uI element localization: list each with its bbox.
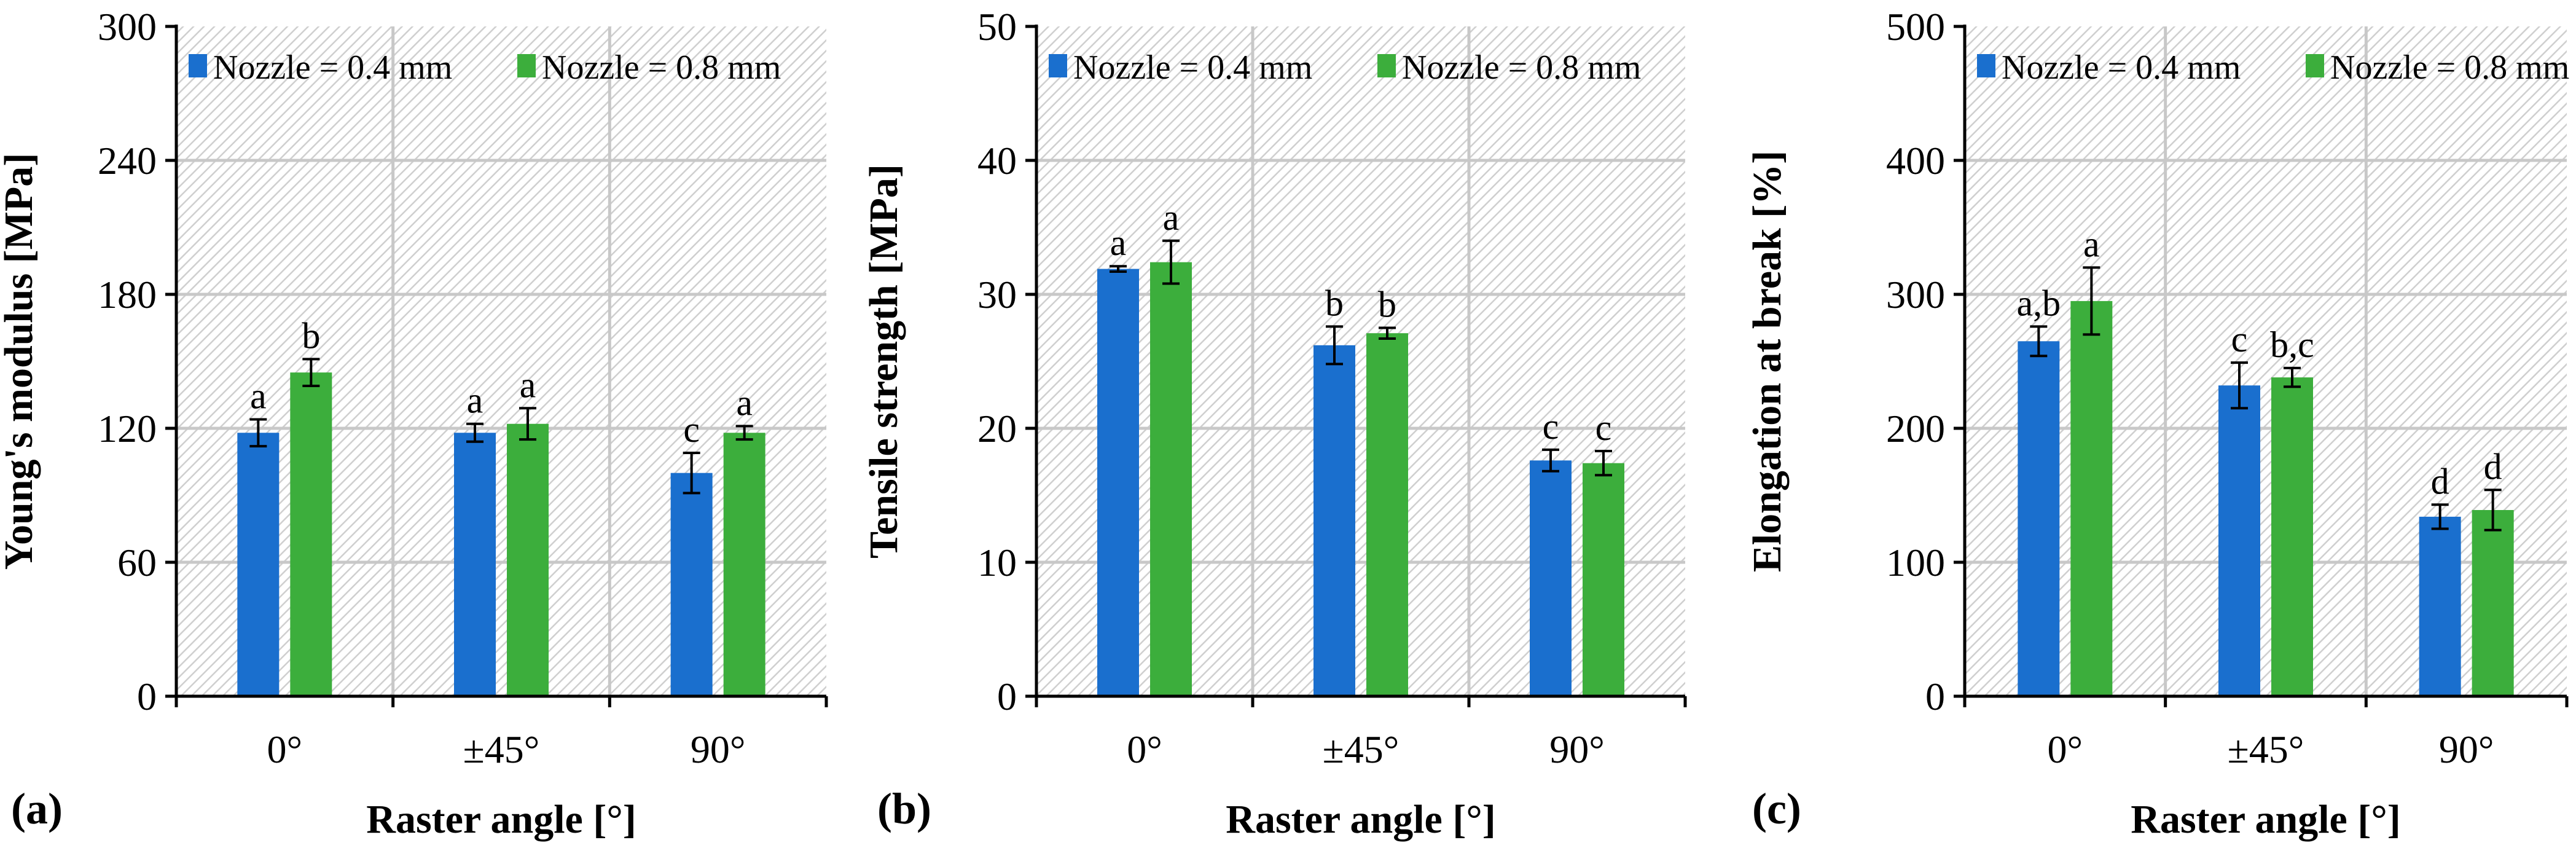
panel-label: (a) [11,784,63,833]
significance-letter: b,c [2270,324,2314,365]
bar-nozzle-04 [2018,341,2060,696]
y-tick-label: 200 [1886,407,1945,450]
significance-letter: b [1378,285,1396,325]
legend-swatch-nozzle-04 [1049,54,1067,77]
chart-panel-2: aa 0° b b ±45° c c 90° 0 10 20 30 40 50 Tensile streng… [861,5,1687,842]
bar-nozzle-04 [1530,460,1572,696]
legend-label-nozzle-08: Nozzle = 0.8 mm [542,49,781,87]
significance-letter: c [1595,407,1612,448]
legend-label-nozzle-08: Nozzle = 0.8 mm [1402,49,1641,87]
significance-letter: a [736,382,753,423]
legend-label-nozzle-04: Nozzle = 0.4 mm [1073,49,1312,87]
bar-nozzle-04 [2419,516,2461,696]
bar-nozzle-08 [2271,377,2313,696]
x-tick-label: 0° [1127,728,1162,771]
y-tick-label: 300 [98,5,157,49]
legend-swatch-nozzle-08 [2306,54,2324,77]
legend: Nozzle = 0.4 mm Nozzle = 0.8 mm [1049,49,1641,87]
significance-letter: d [2484,446,2502,487]
bar-nozzle-08 [2070,300,2113,696]
bar-nozzle-08 [1583,463,1624,696]
bar-nozzle-08 [2472,509,2514,696]
legend-swatch-nozzle-04 [1977,54,1995,77]
x-axis-label: Raster angle [°] [1226,797,1495,842]
x-axis-label: Raster angle [°] [2131,797,2400,842]
legend-swatch-nozzle-08 [1377,54,1396,77]
significance-letter: c [683,409,700,450]
bar-nozzle-08 [290,372,332,696]
y-tick-label: 10 [977,541,1017,584]
y-tick-label: 30 [977,273,1017,316]
significance-letter: a [520,364,536,405]
bar-nozzle-04 [2218,385,2260,696]
x-tick-label: ±45° [2228,728,2304,771]
bar-nozzle-08 [723,433,765,696]
y-tick-label: 0 [137,675,157,718]
legend: Nozzle = 0.4 mm Nozzle = 0.8 mm [189,49,781,87]
y-tick-label: 0 [1925,675,1945,718]
y-tick-label: 240 [98,139,157,183]
x-axis-label: Raster angle [°] [366,797,636,842]
y-tick-label: 100 [1886,541,1945,584]
y-tick-label: 50 [977,5,1017,49]
x-tick-label: ±45° [463,728,540,771]
significance-letter: a [1110,222,1127,263]
legend-label-nozzle-04: Nozzle = 0.4 mm [2002,49,2241,87]
x-tick-label: 0° [2048,728,2083,771]
legend-swatch-nozzle-04 [189,54,207,77]
significance-letter: d [2431,461,2449,501]
plot-area [1965,26,2567,696]
plot-area [176,26,826,696]
bar-nozzle-04 [1097,269,1139,697]
legend: Nozzle = 0.4 mm Nozzle = 0.8 mm [1977,49,2569,87]
bar-nozzle-04 [670,473,713,696]
significance-letter: b [1325,283,1344,323]
chart-panel-3: a,b a 0° c b,c ±45° d d 90° 0 100 200 300 400 500 Elong… [1745,5,2569,842]
bar-nozzle-04 [1313,345,1355,696]
x-tick-label: 90° [691,728,746,771]
significance-letter: a,b [2017,283,2061,323]
y-axis-label: Tensile strength [MPa] [861,164,906,559]
y-tick-label: 20 [977,407,1017,450]
y-tick-label: 60 [117,541,157,584]
significance-letter: a [2083,224,2100,264]
significance-letter: a [250,375,267,416]
x-tick-label: 90° [1549,728,1605,771]
y-tick-label: 300 [1886,273,1945,316]
plot-area [1036,26,1685,696]
legend-swatch-nozzle-08 [517,54,536,77]
legend-label-nozzle-08: Nozzle = 0.8 mm [2330,49,2569,87]
y-axis-label: Elongation at break [%] [1745,151,1790,572]
significance-letter: c [1543,406,1559,447]
significance-letter: b [302,315,320,356]
bar-nozzle-08 [507,423,549,696]
x-tick-label: 0° [267,728,303,771]
x-tick-label: ±45° [1323,728,1400,771]
bar-nozzle-04 [454,433,496,696]
y-tick-label: 500 [1886,5,1945,49]
bar-nozzle-04 [237,433,280,696]
legend-label-nozzle-04: Nozzle = 0.4 mm [213,49,452,87]
x-tick-label: 90° [2439,728,2494,771]
y-tick-label: 40 [977,139,1017,183]
significance-letter: a [1163,197,1180,238]
y-tick-label: 180 [98,273,157,316]
panel-label: (b) [877,784,931,833]
significance-letter: c [2231,319,2248,359]
y-tick-label: 120 [98,407,157,450]
bar-nozzle-08 [1150,262,1192,696]
panel-label: (c) [1752,784,1801,833]
y-tick-label: 0 [997,675,1017,718]
y-axis-label: Young's modulus [MPa] [0,153,41,570]
y-tick-label: 400 [1886,139,1945,183]
significance-letter: a [467,380,483,421]
bar-nozzle-08 [1366,333,1408,696]
